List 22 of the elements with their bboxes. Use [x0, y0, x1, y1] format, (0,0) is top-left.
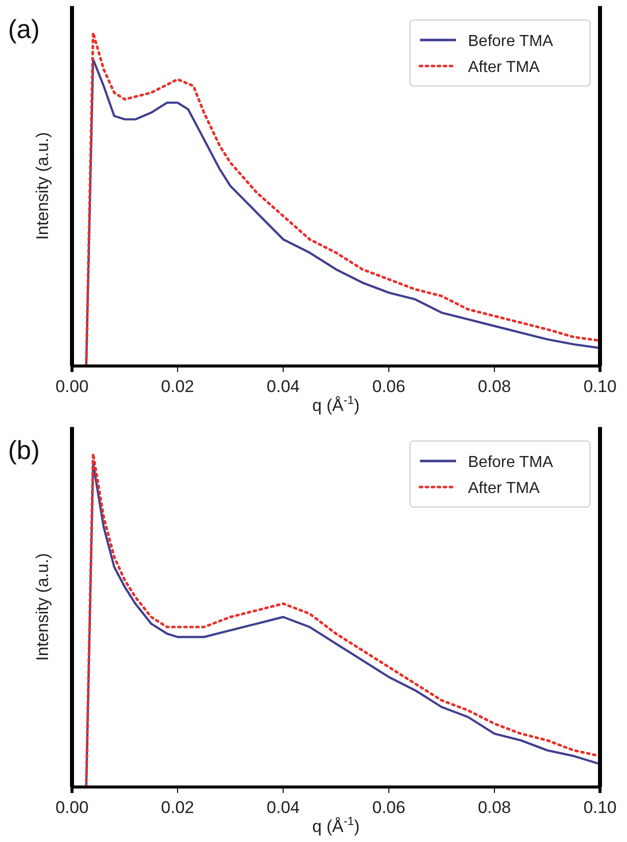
chart-title: (b): [8, 435, 40, 465]
x-tick-label: 0.10: [583, 798, 617, 817]
x-tick-label: 0.04: [266, 377, 300, 396]
x-tick-label: 0.06: [372, 377, 406, 396]
x-tick-label: 0.00: [55, 798, 89, 817]
x-tick-label: 0.10: [583, 377, 617, 396]
x-tick-label: 0.02: [161, 798, 194, 817]
legend-label: After TMA: [468, 59, 540, 76]
x-tick-label: 0.02: [161, 377, 194, 396]
x-axis-title: q (Å$^{-1}$): [312, 393, 360, 415]
x-axis-title: q (Å$^{-1}$): [312, 814, 360, 836]
legend-label: Before TMA: [468, 33, 554, 50]
x-tick-label: 0.08: [478, 377, 511, 396]
x-tick-label: 0.06: [372, 798, 406, 817]
y-axis-title: Intensity (a.u.): [33, 553, 52, 661]
chart-title: (a): [8, 14, 40, 44]
x-tick-label: 0.04: [266, 798, 300, 817]
x-tick-label: 0.00: [55, 377, 89, 396]
legend-label: After TMA: [468, 480, 540, 497]
y-axis-title: Intensity (a.u.): [33, 132, 52, 240]
legend-label: Before TMA: [468, 454, 554, 471]
x-tick-label: 0.08: [478, 798, 511, 817]
